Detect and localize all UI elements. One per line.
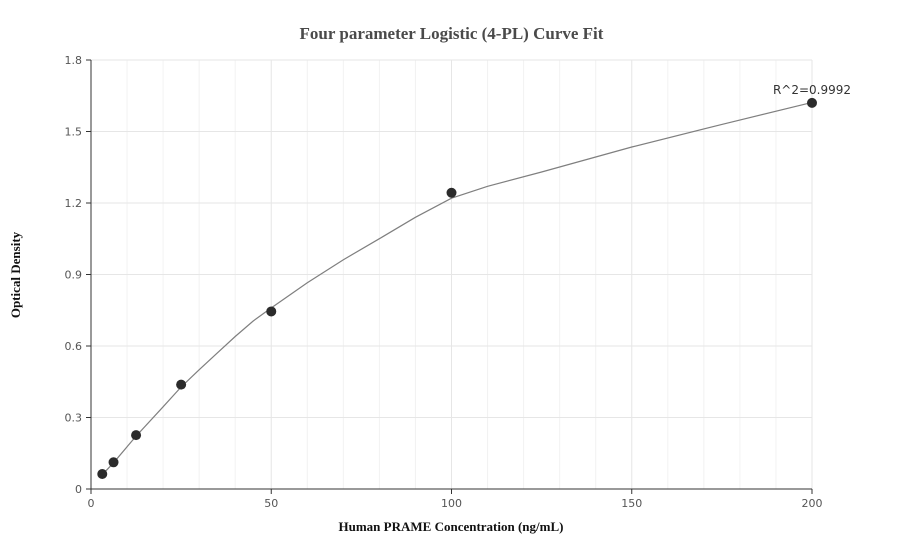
axes [86, 59, 813, 494]
y-tick-label: 0.6 [65, 340, 83, 353]
data-point [131, 430, 142, 441]
tick-labels: 0 50 100 150 200 0 0.3 0.6 0.9 1.2 1.5 1.8 [65, 54, 823, 510]
data-point [446, 187, 457, 198]
y-tick-label: 0.9 [65, 269, 83, 282]
y-tick-label: 0.3 [65, 412, 83, 425]
x-tick-label: 100 [441, 497, 462, 510]
data-point [108, 457, 119, 468]
x-tick-label: 150 [621, 497, 642, 510]
x-axis-label: Human PRAME Concentration (ng/mL) [339, 519, 564, 534]
data-point [176, 379, 187, 390]
y-tick-label: 0 [75, 483, 82, 496]
fit-curve [101, 101, 813, 476]
x-tick-label: 50 [264, 497, 278, 510]
data-point [807, 97, 817, 108]
y-tick-label: 1.2 [65, 197, 83, 210]
r-squared-annotation: R^2=0.9992 [773, 83, 851, 97]
x-tick-label: 200 [802, 497, 823, 510]
chart-title: Four parameter Logistic (4-PL) Curve Fit [300, 24, 604, 43]
y-tick-label: 1.5 [65, 126, 83, 139]
y-tick-label: 1.8 [65, 54, 83, 67]
y-axis-label: Optical Density [8, 231, 23, 318]
data-point [266, 306, 277, 317]
data-point [97, 468, 108, 479]
grid [91, 59, 813, 489]
x-tick-label: 0 [88, 497, 95, 510]
data-points [97, 97, 817, 479]
